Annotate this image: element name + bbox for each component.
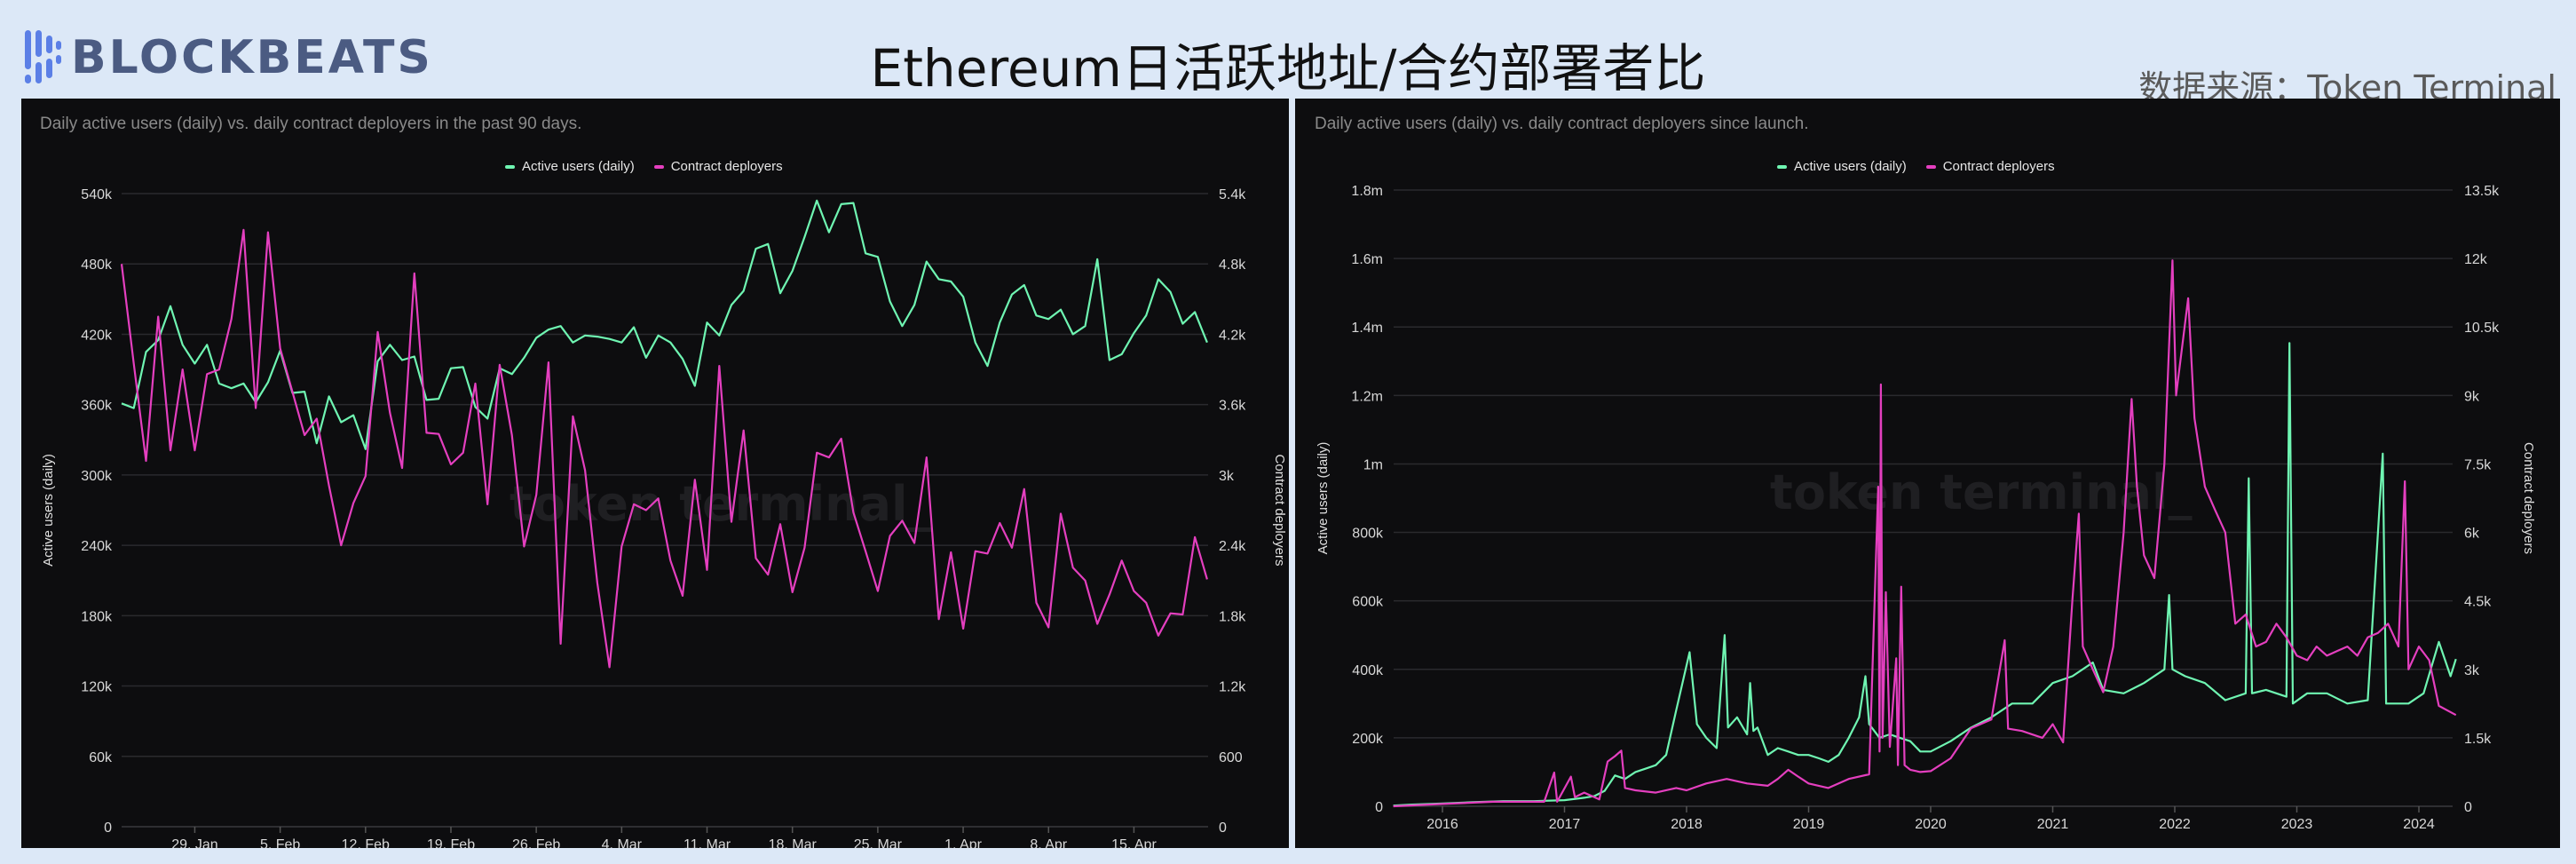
y2-axis-title: Contract deployers bbox=[2521, 442, 2536, 554]
legend-item-contract-deployers[interactable]: Contract deployers bbox=[653, 159, 783, 174]
y-tick-label: 1.8m bbox=[1351, 184, 1383, 199]
y2-tick-label: 4.8k bbox=[1219, 258, 1246, 273]
series-line-contract-deployers bbox=[120, 228, 1208, 669]
x-tick-label: 2016 bbox=[1426, 817, 1458, 832]
x-tick-label: 1. Apr bbox=[944, 837, 982, 848]
y-axis-title: Active users (daily) bbox=[41, 454, 56, 567]
y2-tick-label: 4.5k bbox=[2464, 595, 2492, 610]
legend-item-active-users[interactable]: Active users (daily) bbox=[1777, 159, 1907, 174]
x-tick-label: 5. Feb bbox=[260, 837, 300, 848]
y2-tick-label: 3k bbox=[1219, 469, 1235, 484]
legend-item-active-users[interactable]: Active users (daily) bbox=[505, 159, 635, 174]
y2-tick-label: 1.5k bbox=[2464, 732, 2492, 747]
series-line-contract-deployers bbox=[1393, 259, 2457, 808]
y-tick-label: 1.6m bbox=[1351, 252, 1383, 267]
page-title: Ethereum日活跃地址/合约部署者比 bbox=[870, 38, 1706, 99]
legend-swatch-green bbox=[1777, 165, 1787, 170]
watermark-token-terminal: token terminal_ bbox=[510, 476, 932, 532]
legend-swatch-pink bbox=[653, 165, 664, 170]
legend-label: Contract deployers bbox=[1942, 159, 2055, 174]
y2-tick-label: 7.5k bbox=[2464, 457, 2492, 472]
y-axis-title: Active users (daily) bbox=[1316, 442, 1331, 555]
y-tick-label: 540k bbox=[81, 187, 113, 202]
x-tick-label: 29. Jan bbox=[171, 837, 217, 848]
series-line-active-users bbox=[1393, 342, 2457, 807]
y-tick-label: 300k bbox=[81, 469, 113, 484]
y-tick-label: 420k bbox=[81, 328, 113, 343]
y2-tick-label: 6k bbox=[2464, 527, 2480, 542]
y-tick-label: 1m bbox=[1363, 457, 1383, 472]
y2-tick-label: 0 bbox=[1219, 820, 1227, 836]
x-tick-label: 2024 bbox=[2403, 817, 2435, 832]
y2-tick-label: 3.6k bbox=[1219, 399, 1246, 414]
y2-tick-label: 600 bbox=[1219, 750, 1243, 765]
x-tick-label: 26. Feb bbox=[512, 837, 560, 848]
y2-tick-label: 2.4k bbox=[1219, 539, 1246, 554]
y2-tick-label: 1.2k bbox=[1219, 680, 1246, 695]
y-tick-label: 360k bbox=[81, 399, 113, 414]
chart-since-launch-svg: 0 0 200k 1.5k 400k 3k 600k 4.5k 800k 6k 1m 7.5k 1.2m… bbox=[1316, 184, 2536, 832]
y-tick-label: 120k bbox=[81, 680, 113, 695]
legend-swatch-pink bbox=[1925, 165, 1936, 170]
x-tick-label: 19. Feb bbox=[427, 837, 475, 848]
legend-label: Contract deployers bbox=[670, 159, 783, 174]
chart-legend: Active users (daily) Contract deployers bbox=[505, 159, 783, 174]
logo-text: BLOCKBEATS bbox=[71, 31, 433, 84]
legend-label: Active users (daily) bbox=[522, 159, 635, 174]
y2-tick-label: 4.2k bbox=[1219, 328, 1246, 343]
x-tick-label: 2020 bbox=[1915, 817, 1947, 832]
legend-label: Active users (daily) bbox=[1794, 159, 1907, 174]
y-tick-label: 400k bbox=[1352, 663, 1384, 678]
x-tick-label: 18. Mar bbox=[769, 837, 818, 848]
x-tick-label: 2019 bbox=[1793, 817, 1825, 832]
y2-tick-label: 13.5k bbox=[2464, 184, 2500, 199]
y-tick-label: 180k bbox=[81, 609, 113, 624]
x-tick-label: 2022 bbox=[2159, 817, 2191, 832]
blockbeats-logo: BLOCKBEATS bbox=[23, 28, 433, 87]
y2-tick-label: 12k bbox=[2464, 252, 2488, 267]
chart-90-days-svg: 0 0 60k 600 120k 1.2k 180k 1.8k 240k 2.4k 300k 3k 36… bbox=[41, 187, 1287, 848]
series-line-active-users bbox=[121, 199, 1208, 450]
x-tick-label: 11. Mar bbox=[684, 837, 731, 848]
y2-tick-label: 3k bbox=[2464, 663, 2480, 678]
x-tick-label: 25. Mar bbox=[854, 837, 903, 848]
y-tick-label: 600k bbox=[1352, 595, 1384, 610]
chart-legend: Active users (daily) Contract deployers bbox=[1777, 159, 2055, 174]
y2-tick-label: 5.4k bbox=[1219, 187, 1246, 202]
chart-subtitle: Daily active users (daily) vs. daily con… bbox=[40, 115, 582, 133]
y2-tick-label: 0 bbox=[2464, 800, 2472, 815]
y-tick-label: 1.4m bbox=[1351, 321, 1383, 336]
y-tick-label: 240k bbox=[81, 539, 113, 554]
y-tick-label: 1.2m bbox=[1351, 389, 1383, 404]
y-tick-label: 0 bbox=[104, 820, 112, 836]
legend-item-contract-deployers[interactable]: Contract deployers bbox=[1925, 159, 2055, 174]
watermark-token-terminal: token terminal_ bbox=[1770, 464, 2193, 520]
y-tick-label: 200k bbox=[1352, 732, 1384, 747]
y2-tick-label: 10.5k bbox=[2464, 321, 2500, 336]
chart-panel-90-days: token terminal_ Daily active users (dail… bbox=[21, 99, 1289, 848]
y-tick-label: 60k bbox=[89, 750, 113, 765]
x-tick-label: 2021 bbox=[2037, 817, 2069, 832]
x-tick-label: 2017 bbox=[1549, 817, 1581, 832]
x-tick-label: 2023 bbox=[2281, 817, 2313, 832]
blockbeats-bars-icon bbox=[25, 30, 61, 83]
x-tick-label: 15. Apr bbox=[1111, 837, 1157, 848]
x-tick-label: 8. Apr bbox=[1030, 837, 1067, 848]
y-tick-label: 480k bbox=[81, 258, 113, 273]
legend-swatch-green bbox=[505, 165, 515, 170]
x-tick-label: 2018 bbox=[1671, 817, 1703, 832]
y2-tick-label: 1.8k bbox=[1219, 609, 1246, 624]
y2-axis-title: Contract deployers bbox=[1272, 455, 1287, 567]
y2-tick-label: 9k bbox=[2464, 389, 2480, 404]
x-tick-label: 12. Feb bbox=[342, 837, 390, 848]
x-tick-label: 4. Mar bbox=[602, 837, 643, 848]
y-tick-label: 0 bbox=[1375, 800, 1383, 815]
y-tick-label: 800k bbox=[1352, 527, 1384, 542]
chart-subtitle: Daily active users (daily) vs. daily con… bbox=[1315, 115, 1809, 133]
chart-panel-since-launch: token terminal_ Daily active users (dail… bbox=[1295, 99, 2560, 848]
